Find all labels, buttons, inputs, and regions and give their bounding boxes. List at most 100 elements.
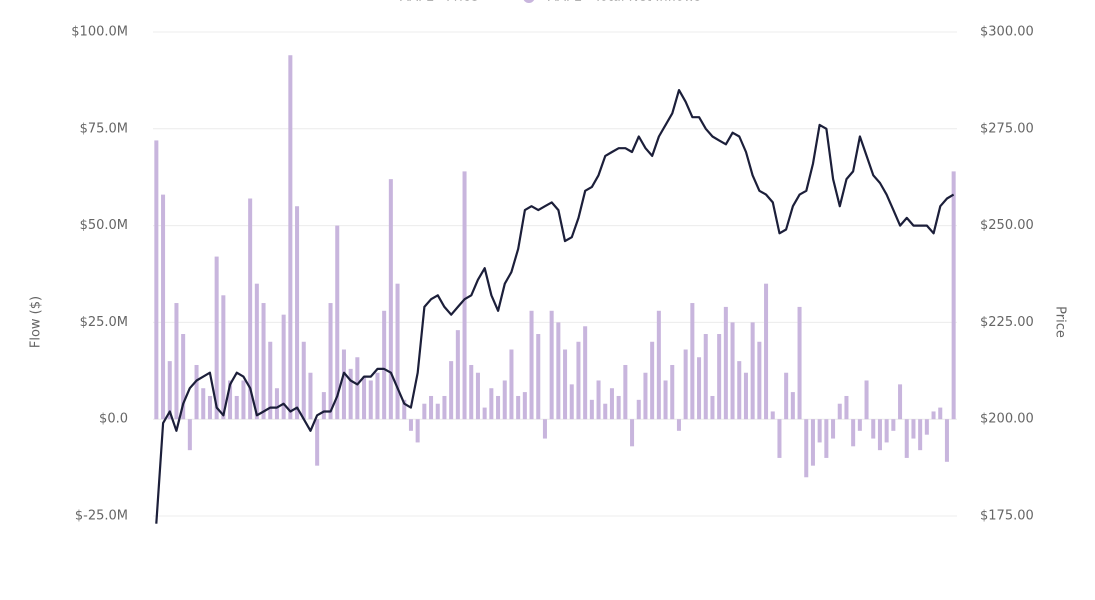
y-tick-label: $75.0M xyxy=(80,121,128,136)
bar xyxy=(308,372,313,420)
bar xyxy=(790,392,795,420)
bar xyxy=(154,140,159,420)
bar xyxy=(335,225,340,420)
bar xyxy=(569,384,574,420)
bar xyxy=(556,322,561,420)
bar xyxy=(274,388,279,420)
bar xyxy=(951,171,956,420)
bar xyxy=(449,361,454,420)
legend-label: AAPL - Total Net Inflows xyxy=(548,0,701,5)
bar xyxy=(911,419,916,439)
bar xyxy=(489,388,494,420)
bar xyxy=(804,419,809,478)
bar xyxy=(214,256,219,420)
bar xyxy=(181,334,186,420)
y2-tick-label: $275.00 xyxy=(980,121,1034,136)
bar xyxy=(408,419,413,431)
bar xyxy=(589,399,594,420)
bar xyxy=(730,322,735,420)
bar xyxy=(663,380,668,420)
legend-label: AAPL - Price xyxy=(400,0,478,5)
bar xyxy=(469,364,474,420)
bar xyxy=(650,341,655,420)
bar xyxy=(261,303,266,420)
bar xyxy=(435,403,440,420)
y2-tick-label: $200.00 xyxy=(980,412,1034,427)
y-tick-label: $25.0M xyxy=(80,315,128,330)
bar xyxy=(241,380,246,420)
bar xyxy=(201,388,206,420)
bar xyxy=(221,295,226,420)
bar xyxy=(268,341,273,420)
bar xyxy=(877,419,882,451)
bar xyxy=(174,303,179,420)
bar xyxy=(549,310,554,420)
bar xyxy=(670,364,675,420)
bar xyxy=(884,419,889,443)
bar xyxy=(254,283,259,420)
bar xyxy=(167,361,172,420)
y-tick-label: $100.0M xyxy=(71,25,128,40)
price-line xyxy=(155,89,955,524)
bar xyxy=(348,368,353,420)
bar xyxy=(784,372,789,420)
bar xyxy=(844,395,849,420)
bar xyxy=(898,384,903,420)
y-axis-label: Flow ($) xyxy=(29,296,44,348)
bar xyxy=(301,341,306,420)
bar xyxy=(402,399,407,420)
bar xyxy=(422,403,427,420)
bar xyxy=(281,314,286,420)
bar xyxy=(362,376,367,420)
bar xyxy=(462,171,467,420)
y-tick-label: $50.0M xyxy=(80,218,128,233)
bar xyxy=(429,395,434,420)
bar xyxy=(341,349,346,420)
bar xyxy=(757,341,762,420)
bar xyxy=(187,419,192,451)
bar xyxy=(563,349,568,420)
bar xyxy=(295,206,300,420)
y2-tick-label: $300.00 xyxy=(980,25,1034,40)
bar xyxy=(415,419,420,443)
bar xyxy=(817,419,822,443)
bar xyxy=(502,380,507,420)
bar xyxy=(676,419,681,431)
bar xyxy=(395,283,400,420)
bar xyxy=(603,403,608,420)
bar xyxy=(857,419,862,431)
bar xyxy=(871,419,876,439)
bar xyxy=(522,392,527,420)
bar xyxy=(770,411,775,420)
y2-tick-label: $175.00 xyxy=(980,509,1034,524)
y2-axis-label: Price xyxy=(1053,306,1068,338)
bar xyxy=(596,380,601,420)
bar xyxy=(810,419,815,466)
bar xyxy=(750,322,755,420)
bar xyxy=(442,395,447,420)
bar xyxy=(288,55,293,420)
bar xyxy=(529,310,534,420)
bar xyxy=(710,395,715,420)
bar xyxy=(851,419,856,447)
bar xyxy=(475,372,480,420)
bar xyxy=(583,326,588,420)
bar xyxy=(355,357,360,420)
bar xyxy=(864,380,869,420)
bar xyxy=(382,310,387,420)
bar xyxy=(777,419,782,458)
bar xyxy=(824,419,829,458)
bar xyxy=(509,349,514,420)
bar xyxy=(697,357,702,420)
bar xyxy=(924,419,929,435)
bar xyxy=(482,407,487,420)
bar xyxy=(388,179,393,420)
bar xyxy=(536,334,541,420)
y-tick-label: $0.0 xyxy=(99,412,128,427)
bar xyxy=(496,395,501,420)
bar xyxy=(831,419,836,439)
bar xyxy=(737,361,742,420)
y2-tick-label: $225.00 xyxy=(980,315,1034,330)
bar xyxy=(455,330,460,420)
